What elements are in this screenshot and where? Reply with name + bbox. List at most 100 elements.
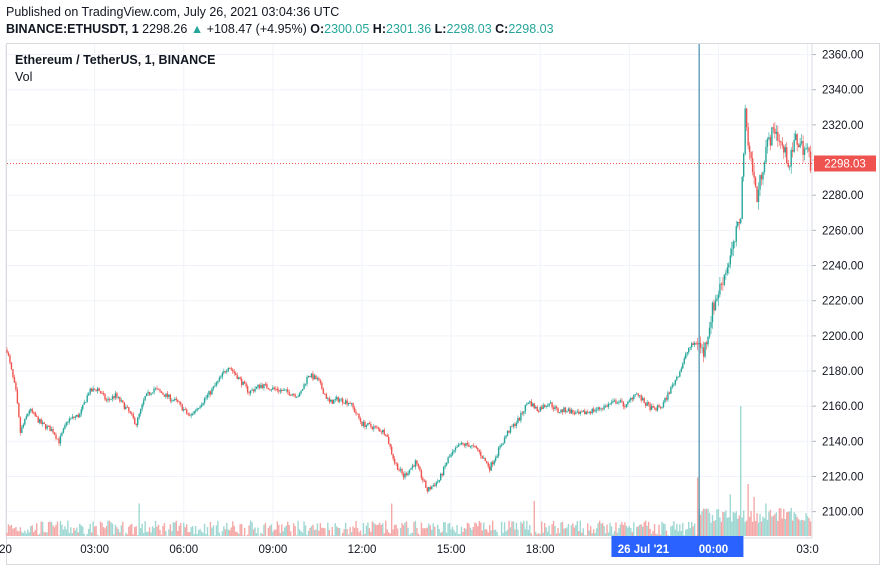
candle-body (799, 143, 801, 148)
volume-bar (313, 529, 316, 536)
date-badge (611, 536, 744, 557)
volume-bar (370, 531, 372, 536)
volume-bar (786, 512, 788, 536)
candle-body (463, 444, 466, 446)
candle-body (15, 382, 17, 390)
volume-bar (114, 524, 117, 536)
candle-body (450, 454, 452, 457)
candle-body (313, 375, 316, 380)
volume-bar (751, 521, 754, 536)
candle-body (806, 147, 809, 149)
volume-bar (790, 507, 792, 536)
candle-body (65, 422, 68, 426)
candle-body (327, 398, 329, 400)
volume-bar (264, 522, 267, 536)
candle-body (199, 406, 201, 409)
candle-body (383, 429, 385, 435)
candle-body (347, 403, 350, 405)
candle-body (93, 388, 96, 390)
candle-body (135, 423, 137, 426)
candle-body (229, 368, 231, 369)
volume-bar (754, 520, 757, 536)
candle-body (578, 411, 580, 414)
volume-bar (211, 527, 213, 536)
candle-body (138, 413, 140, 418)
volume-bar (393, 524, 396, 536)
candle-body (392, 453, 394, 459)
volume-bar (803, 520, 806, 536)
volume-bar (417, 533, 420, 536)
volume-bar (506, 529, 509, 536)
candle-body (306, 377, 308, 384)
candle-body (472, 445, 475, 447)
candle-body (218, 377, 221, 381)
volume-bar (62, 529, 65, 536)
candle-body (793, 139, 795, 152)
candle-body (475, 446, 478, 449)
candle-body (524, 404, 527, 412)
candle-body (549, 402, 552, 404)
candle-body (619, 400, 622, 403)
candle-body (487, 462, 489, 467)
candle-body (7, 352, 10, 356)
candle-body (214, 385, 216, 387)
candle-body (572, 409, 574, 413)
volume-bar (295, 535, 298, 536)
volume-bar (699, 514, 702, 536)
volume-bar (188, 532, 191, 536)
volume-bar (662, 523, 665, 536)
low-value: 2298.03 (446, 22, 492, 36)
volume-bar (347, 534, 350, 536)
candle-body (716, 298, 718, 301)
candle-body (405, 473, 408, 476)
volume-bar (775, 512, 778, 536)
volume-bar (530, 533, 532, 536)
volume-bar (689, 527, 691, 536)
volume-bar (252, 529, 255, 536)
candle-body (292, 394, 295, 395)
volume-bar (540, 521, 543, 536)
candle-body (232, 369, 234, 372)
volume-bar (137, 535, 139, 536)
y-tick-label: 2120.00 (822, 471, 864, 483)
volume-bar (437, 524, 439, 536)
candle-body (656, 405, 659, 411)
volume-bar (622, 524, 625, 536)
candle-body (116, 393, 118, 398)
candle-body (643, 398, 645, 404)
chart-panel[interactable] (6, 43, 880, 565)
candle-body (768, 137, 770, 139)
candle-body (120, 400, 123, 402)
volume-bar (763, 518, 766, 536)
candle-body (747, 127, 749, 146)
volume-bar (169, 524, 172, 536)
candle-body (417, 463, 420, 467)
volume-bar (753, 497, 755, 536)
candle-body (667, 392, 669, 400)
candle-body (432, 485, 434, 487)
candle-body (186, 409, 188, 414)
volume-bar (76, 527, 78, 536)
volume-bar (557, 527, 559, 536)
volume-bar (205, 534, 207, 536)
y-tick-label: 2140.00 (822, 436, 864, 448)
volume-bar (774, 514, 776, 536)
candle-body (215, 382, 218, 386)
volume-bar (196, 534, 198, 536)
candle-body (582, 410, 584, 412)
volume-bar (573, 527, 576, 536)
candle-body (341, 398, 344, 404)
candle-body (191, 414, 194, 416)
volume-bar (59, 521, 62, 536)
volume-bar (108, 520, 111, 536)
y-tick-label: 2240.00 (822, 261, 864, 273)
close-value: 2298.03 (508, 22, 554, 36)
volume-bar (30, 526, 32, 536)
volume-bar (416, 528, 418, 536)
volume-bar (261, 533, 264, 536)
volume-bar (448, 522, 451, 536)
volume-bar (653, 523, 656, 536)
candle-body (41, 422, 44, 424)
volume-bar (744, 521, 746, 536)
